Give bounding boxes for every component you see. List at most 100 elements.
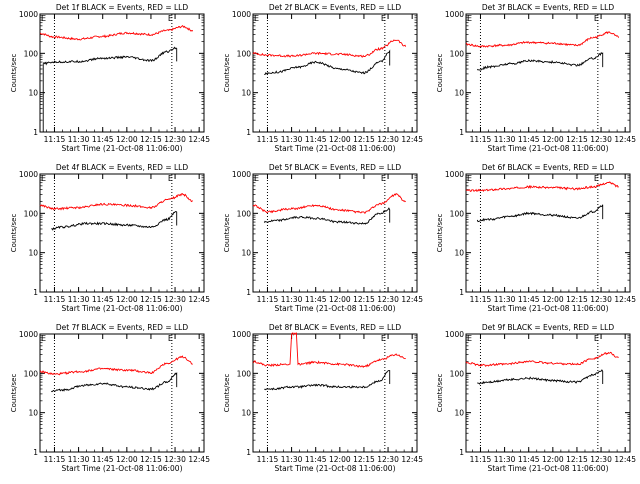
y-tick-label: 10 — [241, 89, 251, 98]
x-tick-label: 12:15 — [566, 135, 588, 144]
x-tick-label: 11:30 — [281, 295, 303, 304]
x-tick-label: 12:45 — [188, 455, 210, 464]
x-tick-label: 12:15 — [140, 455, 162, 464]
y-tick-label: 100 — [450, 209, 465, 218]
x-tick-label: 12:45 — [188, 295, 210, 304]
x-tick-label: 12:00 — [542, 455, 564, 464]
x-tick-label: 11:45 — [518, 455, 540, 464]
y-tick-label: 1000 — [445, 170, 464, 179]
series-events — [264, 370, 391, 391]
x-tick-label: 12:15 — [353, 295, 375, 304]
y-tick-label: 1000 — [232, 170, 251, 179]
y-tick-label: 1 — [246, 128, 251, 137]
series-events — [476, 51, 604, 71]
x-tick-label: 12:00 — [329, 295, 351, 304]
series-events — [477, 369, 604, 385]
x-tick-label: 11:15 — [44, 135, 66, 144]
x-tick-label: 12:00 — [329, 135, 351, 144]
x-axis-label: Start Time (21-Oct-08 11:06:00) — [274, 304, 395, 313]
y-tick-label: 10 — [28, 89, 38, 98]
plot-frame — [39, 13, 205, 133]
panel-title: Det 7f BLACK = Events, RED = LLD — [56, 323, 189, 332]
x-tick-label: 12:30 — [377, 295, 399, 304]
corner-marker-right: E — [594, 174, 599, 183]
panel-title: Det 3f BLACK = Events, RED = LLD — [482, 3, 615, 12]
corner-marker-right: E — [594, 14, 599, 23]
series-events — [42, 46, 178, 66]
x-tick-label: 11:15 — [470, 455, 492, 464]
plot-frame — [252, 173, 418, 293]
series-events — [263, 207, 391, 225]
x-tick-label: 12:45 — [401, 455, 423, 464]
y-tick-label: 10 — [28, 249, 38, 258]
y-tick-label: 100 — [237, 369, 252, 378]
y-axis-label: Counts/sec — [436, 374, 444, 413]
y-tick-label: 10 — [454, 249, 464, 258]
corner-marker-left: E — [254, 334, 259, 343]
corner-marker-left: E — [254, 174, 259, 183]
panel-4: Det 4f BLACK = Events, RED = LLD E E 1 10 100… — [10, 163, 210, 313]
series-lld — [252, 192, 406, 214]
y-tick-label: 100 — [237, 209, 252, 218]
x-tick-label: 12:45 — [614, 455, 636, 464]
y-tick-label: 1000 — [445, 10, 464, 19]
x-tick-label: 11:30 — [281, 455, 303, 464]
panel-2: Det 2f BLACK = Events, RED = LLD E E 1 10 100… — [223, 3, 423, 153]
x-tick-label: 12:30 — [164, 295, 186, 304]
x-tick-label: 11:15 — [470, 135, 492, 144]
panel-title: Det 6f BLACK = Events, RED = LLD — [482, 163, 615, 172]
x-tick-label: 12:00 — [116, 135, 138, 144]
x-tick-label: 12:45 — [614, 295, 636, 304]
x-tick-label: 12:30 — [164, 135, 186, 144]
panel-6: Det 6f BLACK = Events, RED = LLD E E 1 10 100… — [436, 163, 636, 313]
x-tick-label: 12:00 — [116, 455, 138, 464]
y-tick-label: 1 — [33, 448, 38, 457]
series-events — [476, 204, 604, 223]
x-tick-label: 12:15 — [140, 135, 162, 144]
y-axis-label: Counts/sec — [223, 214, 231, 253]
y-tick-label: 10 — [241, 249, 251, 258]
corner-marker-left: E — [254, 14, 259, 23]
x-tick-label: 12:00 — [329, 455, 351, 464]
x-tick-label: 11:30 — [68, 295, 90, 304]
series-lld — [465, 181, 619, 193]
x-tick-label: 12:30 — [590, 295, 612, 304]
x-tick-label: 11:30 — [68, 455, 90, 464]
x-tick-label: 12:00 — [116, 295, 138, 304]
panel-1: Det 1f BLACK = Events, RED = LLD E E 1 10 100… — [10, 3, 210, 153]
plot-frame — [465, 333, 631, 453]
x-tick-label: 12:15 — [566, 295, 588, 304]
corner-marker-right: E — [168, 14, 173, 23]
y-tick-label: 1 — [33, 128, 38, 137]
x-tick-label: 11:45 — [92, 455, 114, 464]
y-tick-label: 10 — [241, 409, 251, 418]
x-axis-label: Start Time (21-Oct-08 11:06:00) — [274, 464, 395, 473]
y-axis-label: Counts/sec — [10, 54, 18, 93]
x-tick-label: 12:30 — [590, 455, 612, 464]
x-tick-label: 12:30 — [590, 135, 612, 144]
y-tick-label: 1000 — [232, 10, 251, 19]
y-tick-label: 10 — [454, 409, 464, 418]
x-axis-label: Start Time (21-Oct-08 11:06:00) — [487, 464, 608, 473]
x-tick-label: 11:45 — [518, 295, 540, 304]
y-axis-label: Counts/sec — [10, 214, 18, 253]
y-tick-label: 1000 — [445, 330, 464, 339]
y-tick-label: 1 — [246, 288, 251, 297]
panel-8: Det 8f BLACK = Events, RED = LLD E E 1 10 100… — [223, 323, 423, 473]
y-axis-label: Counts/sec — [436, 54, 444, 93]
x-axis-label: Start Time (21-Oct-08 11:06:00) — [274, 144, 395, 153]
corner-marker-left: E — [467, 334, 472, 343]
corner-marker-left: E — [41, 334, 46, 343]
x-axis-label: Start Time (21-Oct-08 11:06:00) — [487, 144, 608, 153]
series-lld — [39, 355, 193, 376]
y-axis-label: Counts/sec — [223, 54, 231, 93]
x-tick-label: 11:15 — [44, 295, 66, 304]
x-axis-label: Start Time (21-Oct-08 11:06:00) — [61, 144, 182, 153]
x-tick-label: 12:15 — [140, 295, 162, 304]
corner-marker-right: E — [381, 334, 386, 343]
x-tick-label: 11:30 — [494, 455, 516, 464]
panel-title: Det 5f BLACK = Events, RED = LLD — [269, 163, 402, 172]
y-tick-label: 100 — [24, 49, 39, 58]
x-tick-label: 11:45 — [305, 295, 327, 304]
